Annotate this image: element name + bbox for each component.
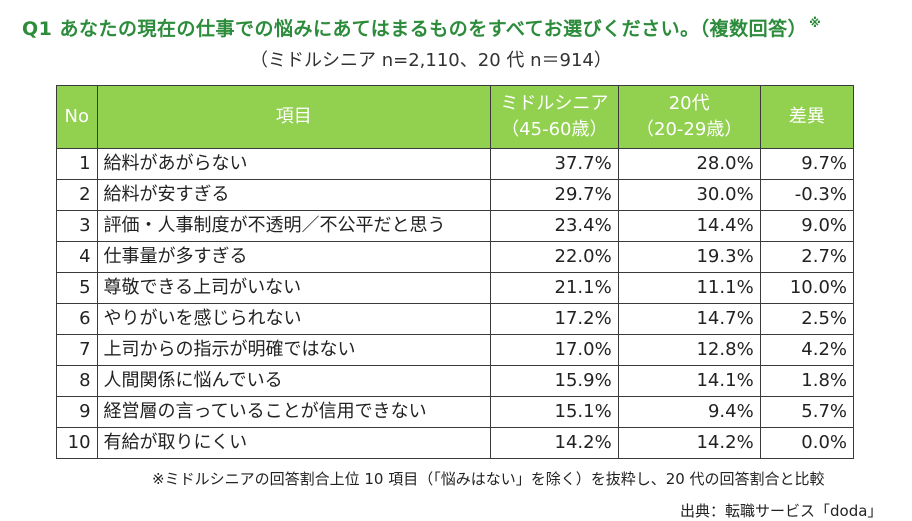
row-diff-value: 0.0%	[759, 427, 855, 459]
row-middle-senior-value: 14.2%	[489, 427, 619, 459]
row-diff-value: 4.2%	[759, 334, 855, 366]
table-row: 7 上司からの指示が明確ではない 17.0% 12.8% 4.2%	[56, 334, 855, 366]
header-twenties: 20代 （20-29歳）	[617, 85, 761, 149]
row-middle-senior-value: 23.4%	[489, 210, 619, 242]
row-number: 2	[56, 179, 98, 211]
header-middle-senior-label: ミドルシニア	[500, 93, 609, 114]
page-title: Q1 あなたの現在の仕事での悩みにあてはまるものをすべてお選びください。（複数回…	[22, 14, 821, 41]
row-diff-value: 10.0%	[759, 272, 855, 304]
row-diff-value: 5.7%	[759, 396, 855, 428]
row-item: 人間関係に悩んでいる	[96, 365, 491, 397]
row-item: 給料があがらない	[96, 148, 491, 180]
row-twenties-value: 28.0%	[617, 148, 761, 180]
row-twenties-value: 12.8%	[617, 334, 761, 366]
header-middle-senior-age: （45-60歳）	[501, 119, 608, 140]
row-diff-value: 9.0%	[759, 210, 855, 242]
row-item: 給料が安すぎる	[96, 179, 491, 211]
table-row: 1 給料があがらない 37.7% 28.0% 9.7%	[56, 148, 855, 180]
row-twenties-value: 14.4%	[617, 210, 761, 242]
row-number: 7	[56, 334, 98, 366]
row-diff-value: 2.7%	[759, 241, 855, 273]
row-diff-value: 9.7%	[759, 148, 855, 180]
row-item: やりがいを感じられない	[96, 303, 491, 335]
table-row: 8 人間関係に悩んでいる 15.9% 14.1% 1.8%	[56, 365, 855, 397]
row-twenties-value: 14.1%	[617, 365, 761, 397]
header-item: 項目	[96, 85, 491, 149]
header-twenties-age: （20-29歳）	[636, 119, 743, 140]
footnote: ※ミドルシニアの回答割合上位 10 項目（「悩みはない」を除く）を抜粋し、20 …	[152, 470, 825, 488]
row-item: 有給が取りにくい	[96, 427, 491, 459]
row-diff-value: 2.5%	[759, 303, 855, 335]
table-body: 1 給料があがらない 37.7% 28.0% 9.7% 2 給料が安すぎる 29.7% 30.0…	[56, 148, 855, 459]
row-middle-senior-value: 29.7%	[489, 179, 619, 211]
row-item: 尊敬できる上司がいない	[96, 272, 491, 304]
title-note-mark: ※	[809, 16, 822, 30]
row-middle-senior-value: 22.0%	[489, 241, 619, 273]
table-row: 5 尊敬できる上司がいない 21.1% 11.1% 10.0%	[56, 272, 855, 304]
row-number: 10	[56, 427, 98, 459]
row-number: 4	[56, 241, 98, 273]
row-twenties-value: 14.2%	[617, 427, 761, 459]
title-text: Q1 あなたの現在の仕事での悩みにあてはまるものをすべてお選びください。（複数回…	[22, 18, 808, 40]
row-number: 5	[56, 272, 98, 304]
row-middle-senior-value: 15.9%	[489, 365, 619, 397]
header-middle-senior: ミドルシニア （45-60歳）	[489, 85, 619, 149]
table-row: 10 有給が取りにくい 14.2% 14.2% 0.0%	[56, 427, 855, 459]
row-item: 評価・人事制度が不透明／不公平だと思う	[96, 210, 491, 242]
row-twenties-value: 19.3%	[617, 241, 761, 273]
row-middle-senior-value: 17.0%	[489, 334, 619, 366]
row-number: 6	[56, 303, 98, 335]
row-twenties-value: 14.7%	[617, 303, 761, 335]
row-middle-senior-value: 37.7%	[489, 148, 619, 180]
table-row: 9 経営層の言っていることが信用できない 15.1% 9.4% 5.7%	[56, 396, 855, 428]
row-middle-senior-value: 15.1%	[489, 396, 619, 428]
row-twenties-value: 9.4%	[617, 396, 761, 428]
row-twenties-value: 30.0%	[617, 179, 761, 211]
table-header-row: No 項目 ミドルシニア （45-60歳） 20代 （20-29歳） 差異	[56, 85, 855, 149]
row-diff-value: 1.8%	[759, 365, 855, 397]
row-number: 3	[56, 210, 98, 242]
row-twenties-value: 11.1%	[617, 272, 761, 304]
row-item: 経営層の言っていることが信用できない	[96, 396, 491, 428]
source-credit: 出典：転職サービス「doda」	[680, 502, 883, 520]
table-row: 2 給料が安すぎる 29.7% 30.0% -0.3%	[56, 179, 855, 211]
row-item: 上司からの指示が明確ではない	[96, 334, 491, 366]
header-twenties-label: 20代	[668, 93, 710, 114]
header-diff: 差異	[759, 85, 855, 149]
table-row: 3 評価・人事制度が不透明／不公平だと思う 23.4% 14.4% 9.0%	[56, 210, 855, 242]
header-no: No	[56, 85, 98, 149]
row-middle-senior-value: 17.2%	[489, 303, 619, 335]
row-number: 1	[56, 148, 98, 180]
table-row: 6 やりがいを感じられない 17.2% 14.7% 2.5%	[56, 303, 855, 335]
row-number: 8	[56, 365, 98, 397]
row-item: 仕事量が多すぎる	[96, 241, 491, 273]
row-number: 9	[56, 396, 98, 428]
table-row: 4 仕事量が多すぎる 22.0% 19.3% 2.7%	[56, 241, 855, 273]
row-middle-senior-value: 21.1%	[489, 272, 619, 304]
sample-size-subtitle: （ミドルシニア n=2,110、20 代 n＝914）	[250, 50, 612, 71]
row-diff-value: -0.3%	[759, 179, 855, 211]
